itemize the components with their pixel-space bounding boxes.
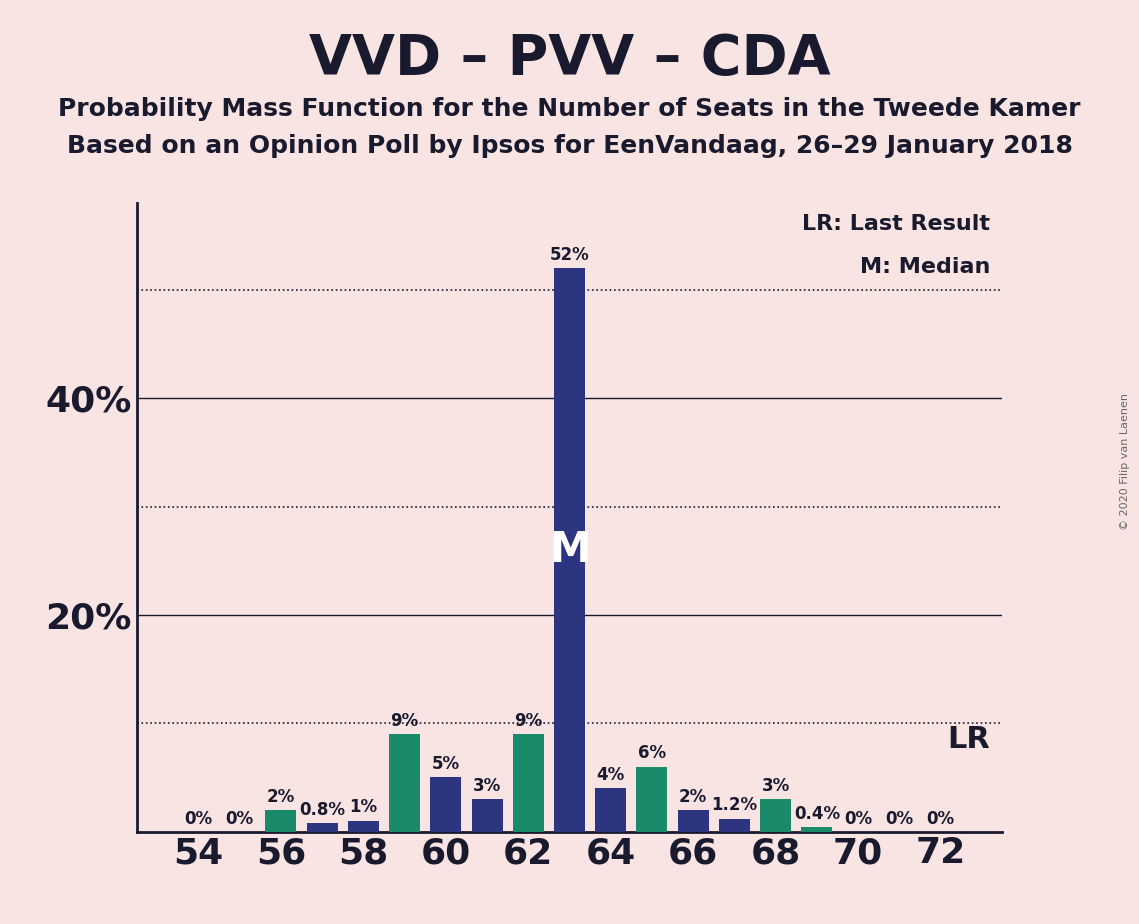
Bar <box>472 799 502 832</box>
Text: 52%: 52% <box>550 246 589 264</box>
Bar <box>513 734 543 832</box>
Text: 1%: 1% <box>350 798 377 817</box>
Text: 6%: 6% <box>638 744 666 762</box>
Text: 0%: 0% <box>226 810 254 828</box>
Text: VVD – PVV – CDA: VVD – PVV – CDA <box>309 32 830 86</box>
Text: 1.2%: 1.2% <box>712 796 757 814</box>
Text: © 2020 Filip van Laenen: © 2020 Filip van Laenen <box>1120 394 1130 530</box>
Bar <box>306 823 337 832</box>
Text: 0.4%: 0.4% <box>794 805 839 823</box>
Bar <box>637 767 667 832</box>
Text: 0%: 0% <box>185 810 213 828</box>
Bar <box>719 819 749 832</box>
Text: 9%: 9% <box>514 711 542 730</box>
Text: M: Median: M: Median <box>860 258 990 277</box>
Bar <box>265 810 296 832</box>
Text: 0%: 0% <box>926 810 954 828</box>
Text: 3%: 3% <box>762 777 789 795</box>
Text: 5%: 5% <box>432 755 460 773</box>
Bar <box>802 827 833 832</box>
Bar <box>347 821 379 832</box>
Bar <box>390 734 420 832</box>
Text: LR: Last Result: LR: Last Result <box>802 214 990 234</box>
Text: 9%: 9% <box>391 711 419 730</box>
Text: 4%: 4% <box>597 766 625 784</box>
Text: Based on an Opinion Poll by Ipsos for EenVandaag, 26–29 January 2018: Based on an Opinion Poll by Ipsos for Ee… <box>66 134 1073 158</box>
Text: 2%: 2% <box>267 787 295 806</box>
Text: 3%: 3% <box>473 777 501 795</box>
Bar <box>596 788 626 832</box>
Bar <box>760 799 792 832</box>
Bar <box>678 810 708 832</box>
Bar <box>554 268 585 832</box>
Text: M: M <box>549 529 590 571</box>
Text: 0%: 0% <box>885 810 913 828</box>
Text: 0%: 0% <box>844 810 872 828</box>
Text: Probability Mass Function for the Number of Seats in the Tweede Kamer: Probability Mass Function for the Number… <box>58 97 1081 121</box>
Text: 2%: 2% <box>679 787 707 806</box>
Text: 0.8%: 0.8% <box>300 800 345 819</box>
Bar <box>431 777 461 832</box>
Text: LR: LR <box>948 725 990 754</box>
